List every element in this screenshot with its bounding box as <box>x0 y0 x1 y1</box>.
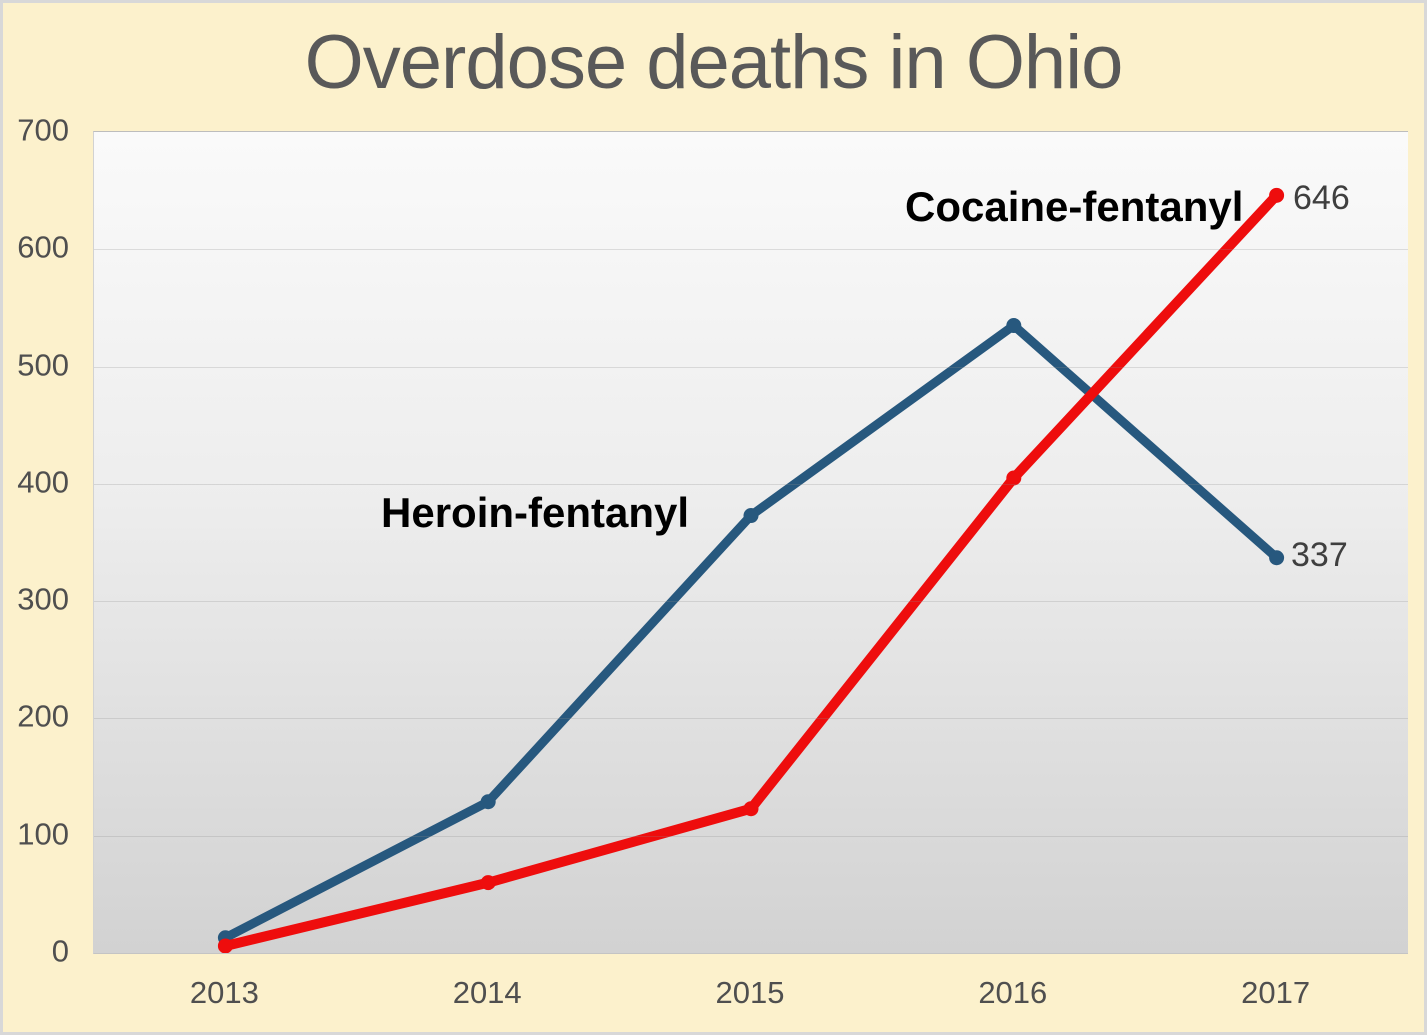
x-axis-tick-label-2016: 2016 <box>978 975 1048 1010</box>
data-label-cocaine-2017: 646 <box>1293 179 1350 217</box>
x-axis: 2013 2014 2015 2016 2017 <box>93 965 1407 1020</box>
marker-heroin-fentanyl-2016 <box>1006 318 1022 334</box>
series-label-cocaine-fentanyl: Cocaine-fentanyl <box>905 183 1244 230</box>
marker-cocaine-fentanyl-2014 <box>480 875 496 891</box>
marker-cocaine-fentanyl-2015 <box>743 801 759 817</box>
x-axis-tick-label-2015: 2015 <box>715 975 785 1010</box>
gridline-400 <box>94 483 1408 485</box>
x-axis-tick-label-2017: 2017 <box>1241 975 1311 1010</box>
gridline-600 <box>94 249 1408 251</box>
x-axis-tick-label-2013: 2013 <box>189 975 259 1010</box>
marker-cocaine-fentanyl-2013 <box>217 938 233 953</box>
line-heroin-fentanyl <box>220 321 1282 943</box>
gridline-100 <box>94 835 1408 837</box>
y-axis-tick-label-100: 100 <box>17 815 69 851</box>
marker-cocaine-fentanyl-2017 <box>1269 187 1285 203</box>
line-series-svg <box>217 187 1285 953</box>
y-axis: 0 100 200 300 400 500 600 700 <box>3 112 83 968</box>
y-axis-tick-label-0: 0 <box>51 933 69 969</box>
marker-cocaine-fentanyl-2016 <box>1006 470 1022 486</box>
data-label-heroin-2017: 337 <box>1291 536 1348 574</box>
gridline-500 <box>94 366 1408 368</box>
line-cocaine-fentanyl <box>220 190 1282 951</box>
y-axis-tick-label-400: 400 <box>17 464 69 500</box>
gridline-300 <box>94 601 1408 603</box>
y-axis-tick-label-300: 300 <box>17 581 69 617</box>
x-axis-tick-label-2014: 2014 <box>452 975 522 1010</box>
plot-area <box>93 131 1408 954</box>
gridline-200 <box>94 718 1408 720</box>
y-axis-tick-label-200: 200 <box>17 698 69 734</box>
chart-title: Overdose deaths in Ohio <box>304 20 1124 105</box>
y-axis-tick-label-600: 600 <box>17 229 69 265</box>
marker-heroin-fentanyl-2017 <box>1269 550 1285 566</box>
y-axis-tick-label-700: 700 <box>17 112 69 148</box>
series-label-heroin-fentanyl: Heroin-fentanyl <box>381 489 690 536</box>
y-axis-tick-label-500: 500 <box>17 346 69 382</box>
marker-heroin-fentanyl-2015 <box>743 508 759 524</box>
marker-heroin-fentanyl-2014 <box>480 794 496 810</box>
